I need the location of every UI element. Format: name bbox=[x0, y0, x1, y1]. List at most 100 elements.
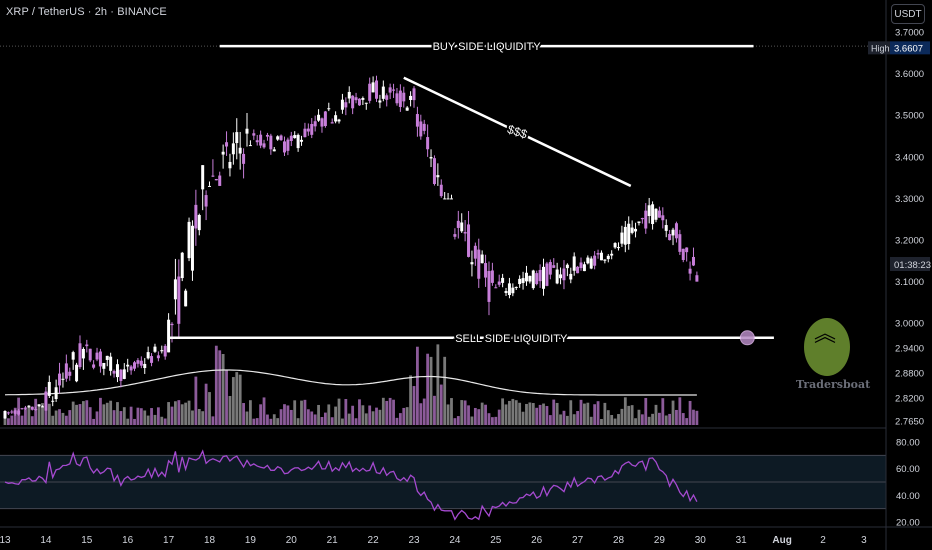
candle-body bbox=[484, 263, 488, 278]
candle-body bbox=[562, 268, 566, 281]
candle-body bbox=[221, 151, 225, 155]
candle-body bbox=[27, 406, 31, 408]
candle-body bbox=[306, 128, 310, 132]
volume-bar bbox=[545, 406, 549, 425]
volume-bar bbox=[88, 407, 92, 425]
candle-body bbox=[58, 373, 62, 386]
candle-body bbox=[197, 214, 201, 231]
price-tick-label: 3.1000 bbox=[895, 277, 924, 288]
candle-body bbox=[75, 364, 79, 382]
volume-bar bbox=[375, 407, 378, 425]
candle-body bbox=[494, 287, 498, 289]
volume-bar bbox=[395, 417, 399, 425]
volume-bar bbox=[139, 408, 143, 425]
candle-body bbox=[422, 123, 426, 131]
candle-body bbox=[143, 363, 147, 369]
candle-body bbox=[409, 95, 413, 100]
candle-body bbox=[661, 215, 665, 221]
volume-bar bbox=[623, 397, 627, 425]
time-tick-label: 17 bbox=[163, 535, 175, 546]
time-tick-label: 14 bbox=[40, 535, 52, 546]
volume-bar bbox=[330, 417, 334, 425]
volume-bar bbox=[293, 400, 297, 425]
volume-bar bbox=[412, 386, 416, 425]
volume-bar bbox=[235, 372, 239, 425]
volume-bar bbox=[310, 411, 314, 425]
time-tick-label: 22 bbox=[368, 535, 380, 546]
volume-bar bbox=[617, 414, 620, 425]
candle-body bbox=[37, 404, 41, 407]
volume-bar bbox=[167, 402, 170, 425]
volume-bar bbox=[259, 404, 263, 425]
candle-body bbox=[177, 276, 181, 324]
candle-body bbox=[85, 344, 89, 347]
candle-body bbox=[201, 165, 205, 190]
price-tick-label: 2.8800 bbox=[895, 369, 924, 380]
candle-body bbox=[460, 222, 464, 232]
candle-body bbox=[317, 114, 321, 121]
candle-body bbox=[395, 93, 399, 104]
volume-bar bbox=[429, 356, 433, 425]
candle-body bbox=[296, 134, 300, 149]
volume-bar bbox=[419, 403, 423, 425]
volume-bar bbox=[44, 398, 48, 425]
candle-body bbox=[470, 262, 474, 265]
candle-body bbox=[347, 91, 351, 99]
volume-bar bbox=[661, 398, 665, 425]
volume-bar bbox=[81, 401, 85, 425]
candle-body bbox=[415, 114, 419, 127]
volume-bar bbox=[467, 405, 470, 425]
candle-body bbox=[524, 272, 528, 282]
volume-bar bbox=[501, 398, 505, 425]
price-tick-label: 2.9400 bbox=[895, 344, 924, 355]
time-tick-label: 30 bbox=[695, 535, 707, 546]
volume-bar bbox=[409, 375, 412, 425]
candle-body bbox=[351, 95, 355, 109]
volume-bar bbox=[327, 404, 331, 425]
volume-bar bbox=[637, 409, 641, 425]
candle-body bbox=[327, 108, 331, 110]
time-tick-label: 16 bbox=[122, 535, 134, 546]
volume-bar bbox=[214, 345, 218, 425]
volume-bar bbox=[593, 404, 597, 425]
volume-bar bbox=[695, 410, 699, 425]
candle-body bbox=[647, 205, 651, 217]
candle-body bbox=[303, 128, 307, 138]
candle-body bbox=[320, 118, 324, 127]
candle-body bbox=[671, 229, 675, 236]
volume-bar bbox=[156, 407, 160, 425]
volume-bar bbox=[528, 402, 532, 425]
candle-body bbox=[88, 348, 92, 361]
volume-bar bbox=[334, 406, 338, 425]
countdown-label: 01:38:23 bbox=[894, 260, 931, 271]
volume-bar bbox=[542, 403, 545, 425]
volume-bar bbox=[572, 414, 576, 425]
candle-body bbox=[357, 98, 361, 106]
volume-bar bbox=[303, 399, 307, 425]
candle-body bbox=[467, 224, 471, 257]
volume-bar bbox=[341, 418, 344, 425]
candle-body bbox=[664, 225, 668, 231]
currency-button[interactable]: USDT bbox=[891, 4, 925, 24]
price-tick-label: 3.7000 bbox=[895, 28, 924, 39]
volume-bar bbox=[283, 404, 286, 425]
candle-body bbox=[419, 121, 423, 137]
candle-body bbox=[61, 378, 65, 380]
volume-bar bbox=[664, 415, 668, 425]
candle-body bbox=[538, 269, 542, 282]
volume-bar bbox=[68, 410, 72, 425]
volume-bar bbox=[344, 399, 348, 425]
volume-bar bbox=[13, 407, 17, 425]
volume-bar bbox=[337, 398, 341, 425]
candle-body bbox=[634, 228, 638, 232]
candle-body bbox=[265, 134, 269, 137]
volume-bar bbox=[368, 405, 372, 425]
candle-body bbox=[255, 140, 259, 143]
volume-bar bbox=[484, 404, 487, 425]
candle-body bbox=[126, 364, 130, 367]
candle-body bbox=[98, 351, 102, 367]
volume-bar bbox=[521, 411, 525, 425]
volume-bar bbox=[150, 408, 153, 425]
candle-body bbox=[620, 232, 624, 244]
